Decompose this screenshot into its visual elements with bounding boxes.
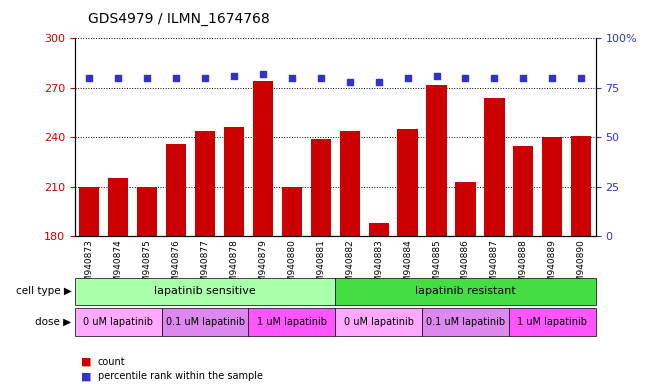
Text: 0 uM lapatinib: 0 uM lapatinib (83, 317, 153, 327)
Bar (340, 131, 360, 236)
Text: ■: ■ (81, 357, 92, 367)
Bar (108, 179, 128, 236)
Bar (224, 127, 244, 236)
Bar (79, 187, 100, 236)
Bar (571, 136, 591, 236)
Point (258, 71, 268, 77)
Point (460, 75, 471, 81)
Point (518, 75, 529, 81)
Point (547, 75, 557, 81)
Point (344, 79, 355, 85)
Bar (166, 144, 186, 236)
Point (84, 75, 94, 81)
Text: count: count (98, 357, 125, 367)
Text: GDS4979 / ILMN_1674768: GDS4979 / ILMN_1674768 (88, 12, 270, 25)
Point (200, 75, 210, 81)
Bar (542, 137, 562, 236)
Point (286, 75, 297, 81)
Text: 1 uM lapatinib: 1 uM lapatinib (518, 317, 587, 327)
Point (489, 75, 499, 81)
Bar (195, 131, 215, 236)
Bar (137, 187, 158, 236)
Bar (513, 146, 533, 236)
Point (171, 75, 182, 81)
Point (374, 79, 384, 85)
Point (113, 75, 124, 81)
Text: percentile rank within the sample: percentile rank within the sample (98, 371, 262, 381)
Bar (398, 129, 418, 236)
Point (316, 75, 326, 81)
Bar (311, 139, 331, 236)
Bar (426, 84, 447, 236)
Text: 0.1 uM lapatinib: 0.1 uM lapatinib (426, 317, 505, 327)
Point (432, 73, 442, 79)
Bar (368, 223, 389, 236)
Bar (253, 81, 273, 236)
Bar (455, 182, 476, 236)
Point (402, 75, 413, 81)
Text: cell type ▶: cell type ▶ (16, 286, 72, 296)
Text: lapatinib resistant: lapatinib resistant (415, 286, 516, 296)
Text: dose ▶: dose ▶ (36, 317, 72, 327)
Text: 0 uM lapatinib: 0 uM lapatinib (344, 317, 413, 327)
Text: ■: ■ (81, 371, 92, 381)
Bar (484, 98, 505, 236)
Text: lapatinib sensitive: lapatinib sensitive (154, 286, 256, 296)
Point (142, 75, 152, 81)
Point (229, 73, 239, 79)
Point (576, 75, 587, 81)
Text: 1 uM lapatinib: 1 uM lapatinib (257, 317, 327, 327)
Bar (282, 187, 302, 236)
Text: 0.1 uM lapatinib: 0.1 uM lapatinib (165, 317, 245, 327)
